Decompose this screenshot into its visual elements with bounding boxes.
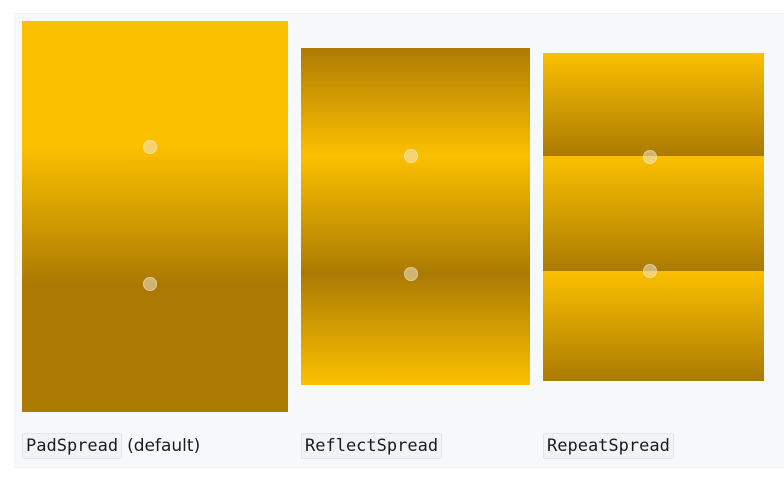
repeat-spread-caption: RepeatSpread bbox=[543, 432, 674, 459]
pad-spread-caption: PadSpread (default) bbox=[22, 432, 200, 459]
gradient-start-point bbox=[404, 149, 418, 163]
gradient-stop-point bbox=[404, 267, 418, 281]
gradient-start-point bbox=[143, 140, 157, 154]
gradient-start-point bbox=[643, 150, 657, 164]
reflect-spread-gradient bbox=[301, 48, 530, 385]
reflect-spread-caption: ReflectSpread bbox=[301, 432, 443, 459]
pad-spread-default-note: (default) bbox=[127, 435, 201, 456]
gradient-stop-point bbox=[643, 264, 657, 278]
reflect-spread-code-label: ReflectSpread bbox=[301, 432, 443, 459]
repeat-spread-gradient bbox=[543, 53, 764, 381]
gradient-stop-point bbox=[143, 277, 157, 291]
pad-spread-gradient bbox=[22, 21, 288, 412]
repeat-spread-code-label: RepeatSpread bbox=[543, 432, 674, 459]
pad-spread-code-label: PadSpread bbox=[22, 432, 123, 459]
